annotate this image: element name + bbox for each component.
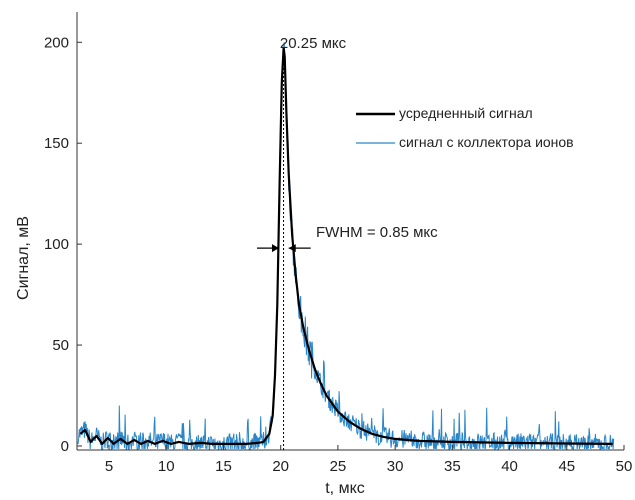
y-axis-title: Сигнал, мВ <box>15 216 32 300</box>
x-tick-label: 40 <box>501 458 518 475</box>
x-tick-label: 30 <box>387 458 404 475</box>
y-tick-label: 50 <box>52 337 69 354</box>
x-tick-label: 45 <box>558 458 575 475</box>
x-tick-label: 15 <box>215 458 232 475</box>
y-tick-label: 200 <box>44 34 69 51</box>
y-tick-label: 150 <box>44 135 69 152</box>
y-tick-label: 100 <box>44 236 69 253</box>
plot-area <box>77 42 615 451</box>
legend <box>356 112 395 144</box>
x-tick-label: 5 <box>105 458 113 475</box>
ticks: 5 10 15 20 25 30 35 40 45 50 0 50 100 150 200 <box>44 34 632 475</box>
x-tick-label: 10 <box>158 458 175 475</box>
legend-label-averaged: усредненный сигнал <box>399 105 533 121</box>
series-line-collector <box>77 42 615 451</box>
x-tick-label: 20 <box>272 458 289 475</box>
x-tick-label: 50 <box>616 458 633 475</box>
fwhm-annotation: FWHM = 0.85 мкс <box>316 224 438 241</box>
peak-time-annotation: 20.25 мкс <box>280 35 347 52</box>
fwhm-arrow-right-head <box>288 244 296 253</box>
x-tick-label: 35 <box>444 458 461 475</box>
annotations <box>256 68 311 450</box>
x-tick-label: 25 <box>330 458 347 475</box>
fwhm-arrow-left-head <box>271 244 279 253</box>
axes <box>76 12 624 451</box>
series-line-averaged <box>79 47 613 445</box>
x-axis-title: t, мкс <box>325 480 365 497</box>
legend-label-collector: сигнал с коллектора ионов <box>399 134 574 150</box>
y-tick-label: 0 <box>61 438 69 455</box>
